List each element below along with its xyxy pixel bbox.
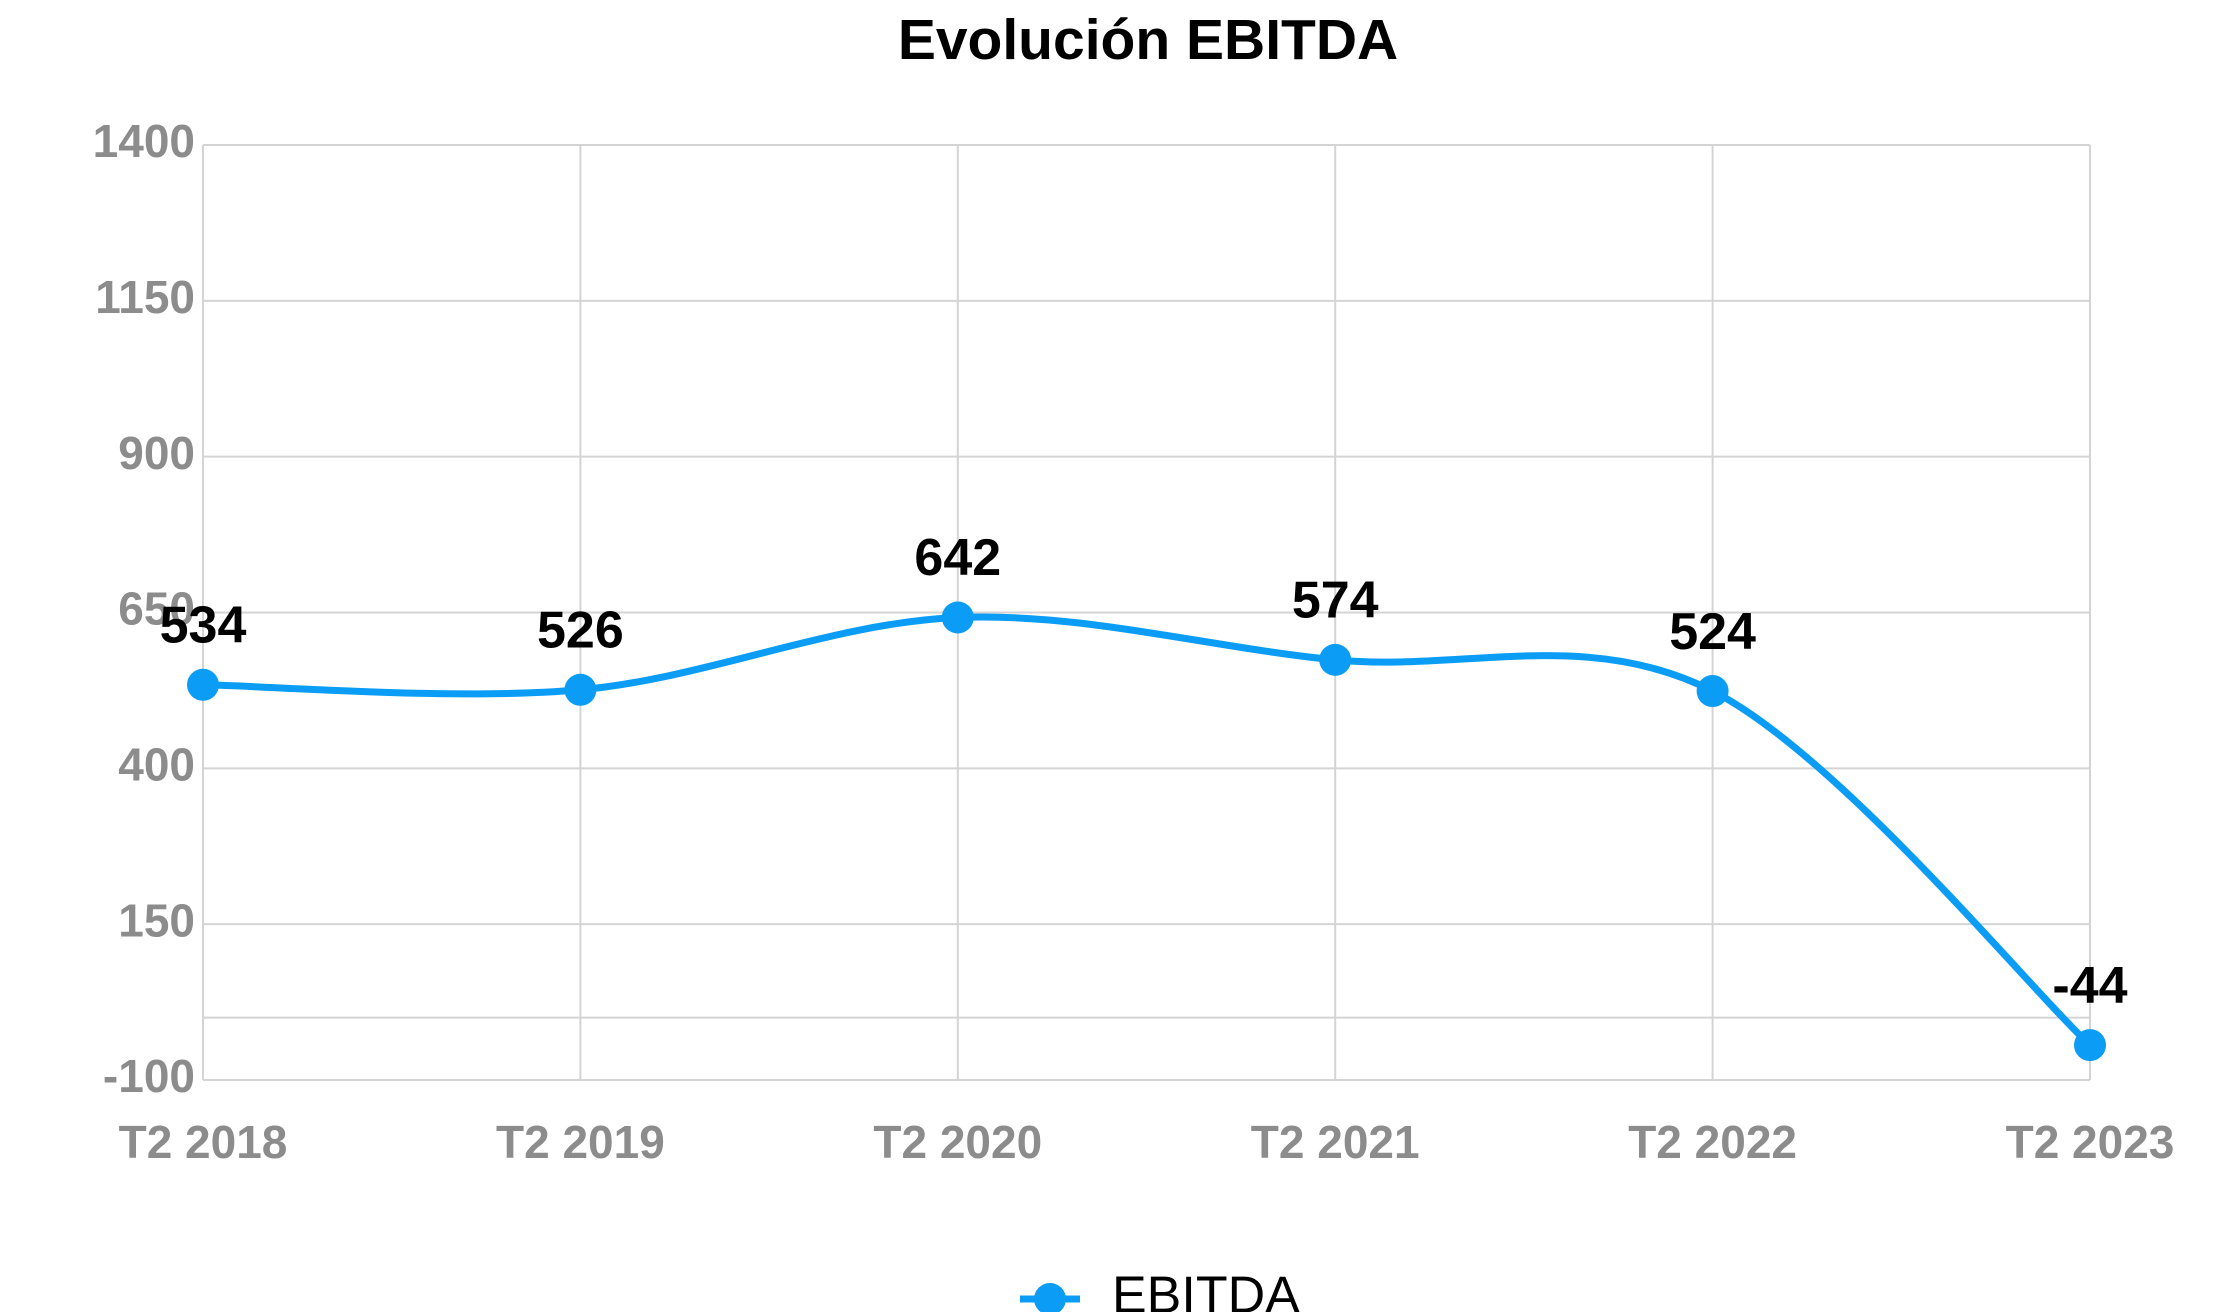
data-label: -44 <box>2052 957 2127 1015</box>
y-tick-label: 1400 <box>93 115 195 167</box>
y-tick-label: 400 <box>118 738 195 790</box>
x-tick-label: T2 2022 <box>1628 1116 1797 1168</box>
data-point <box>1319 643 1352 676</box>
data-point <box>564 673 597 706</box>
chart-title: Evolución EBITDA <box>898 8 1398 72</box>
legend-label: EBITDA <box>1112 1267 1300 1312</box>
legend-marker <box>1034 1283 1066 1312</box>
data-label: 526 <box>537 602 624 660</box>
x-tick-label: T2 2023 <box>2006 1116 2175 1168</box>
x-tick-label: T2 2020 <box>873 1116 1042 1168</box>
data-point <box>2074 1029 2106 1062</box>
y-tick-label: 900 <box>118 427 195 479</box>
series-line <box>202 613 2093 1048</box>
data-point <box>1696 675 1729 708</box>
data-point <box>187 668 219 701</box>
y-tick-label: -100 <box>103 1050 195 1102</box>
data-label: 534 <box>160 597 247 655</box>
x-tick-label: T2 2021 <box>1251 1116 1420 1168</box>
y-tick-label: 650 <box>118 583 195 635</box>
data-point <box>941 601 974 634</box>
y-tick-label: 1150 <box>95 271 195 323</box>
y-tick-label: 150 <box>118 894 195 946</box>
x-tick-label: T2 2018 <box>119 1116 288 1168</box>
data-label: 642 <box>914 529 1001 587</box>
x-tick-label: T2 2019 <box>496 1116 665 1168</box>
data-label: 574 <box>1292 572 1379 630</box>
data-label: 524 <box>1669 603 1756 661</box>
